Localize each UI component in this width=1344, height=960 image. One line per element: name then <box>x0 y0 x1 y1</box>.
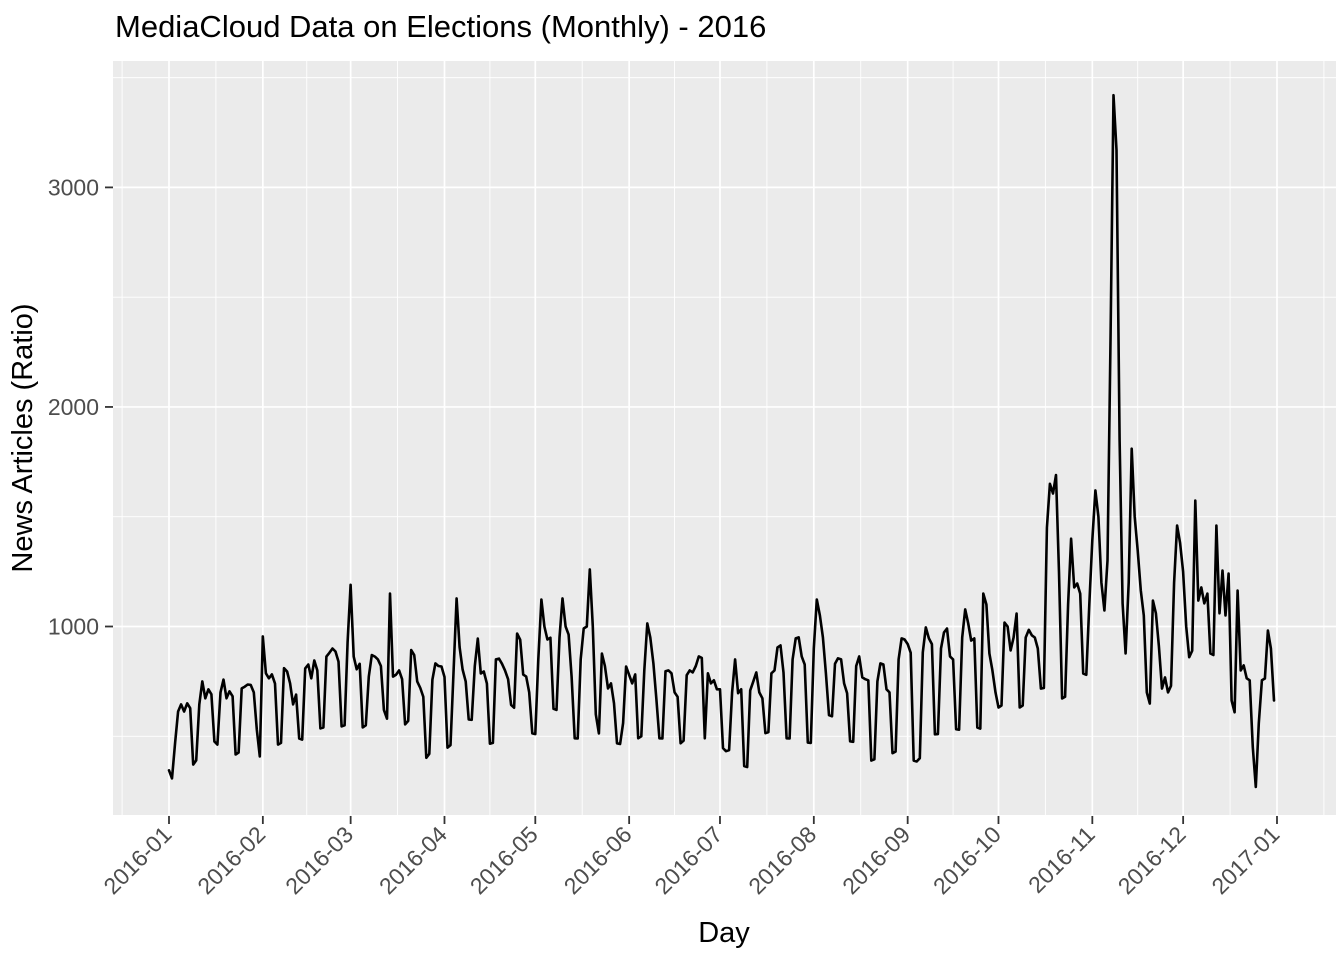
chart-title: MediaCloud Data on Elections (Monthly) -… <box>115 9 766 44</box>
major-gridlines <box>113 61 1336 815</box>
y-tick-label: 3000 <box>48 174 99 200</box>
y-tick-label: 1000 <box>48 614 99 640</box>
data-line <box>167 93 1276 789</box>
x-axis-title: Day <box>698 917 750 949</box>
y-tick-label: 2000 <box>48 394 99 420</box>
y-axis-title: News Articles (Ratio) <box>7 303 39 572</box>
y-axis-tick-labels: 1000 2000 3000 <box>48 174 99 639</box>
x-axis-ticks <box>168 816 1278 824</box>
y-axis-ticks <box>105 186 113 628</box>
